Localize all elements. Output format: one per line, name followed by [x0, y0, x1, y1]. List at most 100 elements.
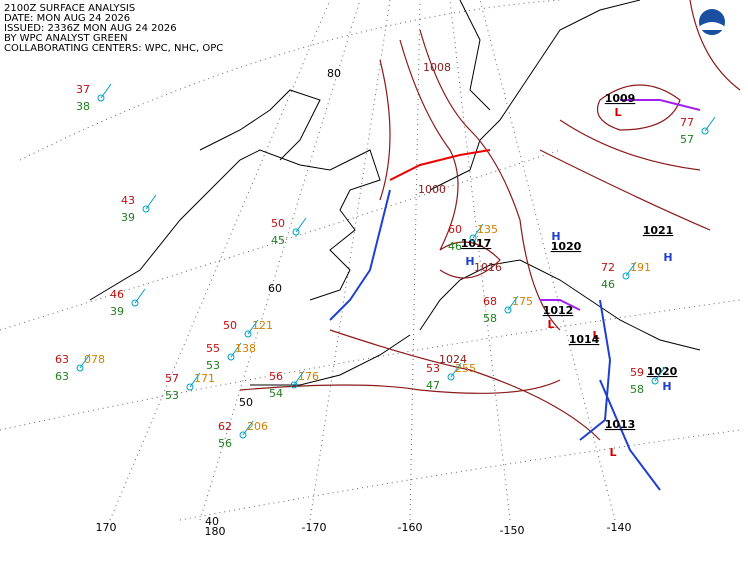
station-marker: [651, 377, 659, 385]
station-marker: [239, 431, 247, 439]
station-temp: 53: [426, 362, 440, 375]
graticule-label: -170: [302, 521, 327, 534]
pressure-center-value: 1013: [605, 418, 636, 431]
station-pressure: 121: [252, 319, 273, 332]
station-pressure: 255: [455, 362, 476, 375]
pressure-center-symbol: L: [592, 329, 599, 342]
pressure-center-symbol: H: [551, 230, 560, 243]
station-temp: 63: [55, 353, 69, 366]
wind-barb: [507, 295, 519, 311]
station-marker: [244, 330, 252, 338]
station-temp: 50: [223, 319, 237, 332]
station-pressure: 176: [298, 370, 319, 383]
station-pressure: 135: [477, 223, 498, 236]
wind-barb: [654, 366, 666, 382]
wind-barb: [704, 116, 716, 132]
graticule-label: 180: [205, 525, 226, 538]
isobar-label: 1024: [439, 353, 467, 366]
station-marker: [227, 353, 235, 361]
graticule-label: -160: [398, 521, 423, 534]
fronts: [329, 99, 701, 491]
pressure-center-symbol: H: [663, 251, 672, 264]
wind-barb: [295, 217, 307, 233]
station-dewpoint: 39: [121, 211, 135, 224]
station-dewpoint: 53: [165, 389, 179, 402]
wind-barb: [450, 362, 462, 378]
station-dewpoint: 47: [426, 379, 440, 392]
station-marker: [447, 373, 455, 381]
station-dewpoint: 53: [206, 359, 220, 372]
isobar-label: 1016: [474, 261, 502, 274]
wind-barb: [100, 83, 112, 99]
station-pressure: 138: [235, 342, 256, 355]
wind-barb: [230, 342, 242, 358]
station-temp: 68: [483, 295, 497, 308]
header-line: DATE: MON AUG 24 2026: [4, 13, 130, 24]
graticule-label: -140: [607, 521, 632, 534]
station-temp: 60: [448, 223, 462, 236]
station-dewpoint: 45: [271, 234, 285, 247]
station-marker: [290, 381, 298, 389]
graticule: [0, 0, 741, 521]
station-temp: 72: [601, 261, 615, 274]
graticule-label: 60: [268, 282, 282, 295]
station-temp: 46: [110, 288, 124, 301]
wind-barb: [472, 223, 484, 239]
wind-barb: [189, 372, 201, 388]
station-marker: [701, 127, 709, 135]
isobars: [239, 0, 741, 441]
station-dewpoint: 46: [601, 278, 615, 291]
graticule-label: -150: [500, 524, 525, 537]
wind-barb: [134, 288, 146, 304]
station-temp: 77: [680, 116, 694, 129]
wind-barb: [625, 261, 637, 277]
header-line: 2100Z SURFACE ANALYSIS: [4, 3, 135, 14]
station-marker: [469, 234, 477, 242]
station-marker: [131, 299, 139, 307]
station-pressure: 078: [84, 353, 105, 366]
wind-barb: [293, 370, 305, 386]
pressure-center-value: 1012: [543, 304, 574, 317]
pressure-center-symbol: L: [547, 318, 554, 331]
pressure-center-symbol: L: [614, 106, 621, 119]
station-marker: [97, 94, 105, 102]
graticule-label: 170: [96, 521, 117, 534]
station-temp: 62: [218, 420, 232, 433]
station-marker: [142, 205, 150, 213]
header-line: COLLABORATING CENTERS: WPC, NHC, OPC: [4, 43, 223, 54]
station-temp: 59: [630, 366, 644, 379]
station-dewpoint: 39: [110, 305, 124, 318]
station-dewpoint: 58: [483, 312, 497, 325]
wind-barb: [79, 353, 91, 369]
station-pressure: 171: [194, 372, 215, 385]
station-temp: 56: [269, 370, 283, 383]
station-dewpoint: 54: [269, 387, 283, 400]
station-dewpoint: 56: [218, 437, 232, 450]
station-marker: [76, 364, 84, 372]
wind-barb: [145, 194, 157, 210]
station-temp: 57: [165, 372, 179, 385]
header-line: ISSUED: 2336Z MON AUG 24 2026: [4, 23, 177, 34]
station-dewpoint: 38: [76, 100, 90, 113]
pressure-center-symbol: H: [465, 255, 474, 268]
station-pressure: 175: [512, 295, 533, 308]
station-dewpoint: 58: [630, 383, 644, 396]
pressure-center-symbol: H: [662, 380, 671, 393]
header-line: BY WPC ANALYST GREEN: [4, 33, 128, 44]
station-dewpoint: 57: [680, 133, 694, 146]
pressure-center-value: 1009: [605, 92, 636, 105]
station-temp: 50: [271, 217, 285, 230]
pressure-center-symbol: L: [609, 446, 616, 459]
station-marker: [292, 228, 300, 236]
station-temp: 55: [206, 342, 220, 355]
pressure-center-value: 1017: [461, 237, 492, 250]
pressure-center-value: 1021: [643, 224, 674, 237]
station-marker: [622, 272, 630, 280]
wind-barb: [247, 319, 259, 335]
station-marker: [186, 383, 194, 391]
pressure-center-value: 1014: [569, 333, 600, 346]
station-temp: 43: [121, 194, 135, 207]
graticule-label: 50: [239, 396, 253, 409]
graticule-label: 80: [327, 67, 341, 80]
